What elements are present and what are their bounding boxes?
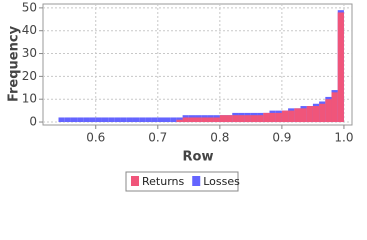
bar — [201, 117, 208, 123]
bar — [176, 119, 183, 123]
bar — [207, 117, 214, 123]
x-tick-label: 0.6 — [86, 131, 105, 145]
x-tick-label: 0.9 — [272, 131, 291, 145]
bar — [238, 115, 245, 123]
bar — [195, 117, 202, 123]
bar — [312, 106, 320, 123]
legend-swatch — [131, 176, 139, 186]
bar — [170, 117, 177, 123]
y-axis-title: Frequency — [7, 25, 22, 102]
bar — [244, 115, 251, 123]
bar — [101, 117, 109, 123]
y-tick-label: 0 — [29, 115, 37, 129]
bar — [70, 117, 78, 123]
y-tick-label: 10 — [22, 92, 37, 106]
x-tick-label: 0.7 — [148, 131, 167, 145]
legend-label: Losses — [203, 175, 240, 188]
legend-label: Returns — [142, 175, 185, 188]
bar — [232, 115, 239, 123]
bar — [139, 117, 146, 123]
chart: Frequency Row 0 10 20 30 40 50 0.6 0.7 0.8 0.9 1.0… — [7, 0, 353, 192]
bar — [126, 117, 133, 123]
bar — [269, 112, 276, 123]
y-tick-label: 30 — [22, 46, 37, 60]
bar — [306, 106, 313, 123]
bar — [275, 112, 282, 123]
bar — [250, 115, 258, 123]
bar — [77, 117, 84, 123]
bar — [288, 110, 295, 123]
bar — [182, 117, 189, 123]
bar — [151, 117, 158, 123]
plot-area — [42, 3, 353, 126]
bar — [331, 92, 338, 123]
bar — [219, 115, 227, 123]
x-tick-label: 1.0 — [334, 131, 353, 145]
bar — [95, 117, 102, 123]
bar — [145, 117, 152, 123]
bar — [263, 112, 270, 123]
bar — [226, 115, 233, 123]
bar — [108, 117, 115, 123]
bar — [163, 117, 171, 123]
y-tick-label: 50 — [22, 0, 37, 14]
y-tick-label: 20 — [22, 69, 37, 83]
x-axis-title: Row — [183, 150, 214, 165]
bar — [294, 108, 301, 123]
bar — [281, 110, 289, 123]
bar — [132, 117, 140, 123]
bar — [337, 12, 344, 123]
bar — [188, 117, 196, 123]
bar — [83, 117, 90, 123]
bar — [257, 115, 264, 123]
bar — [213, 117, 220, 123]
legend-swatch — [192, 176, 201, 186]
y-tick-label: 40 — [22, 23, 37, 37]
bar — [89, 117, 96, 123]
bar — [157, 117, 164, 123]
legend-box — [125, 171, 239, 192]
bar — [120, 117, 127, 123]
bar — [58, 117, 65, 123]
bar — [300, 108, 307, 123]
bar — [319, 103, 326, 123]
bar — [64, 117, 71, 123]
bar — [325, 99, 332, 123]
bar — [114, 117, 121, 123]
x-tick-label: 0.8 — [210, 131, 229, 145]
